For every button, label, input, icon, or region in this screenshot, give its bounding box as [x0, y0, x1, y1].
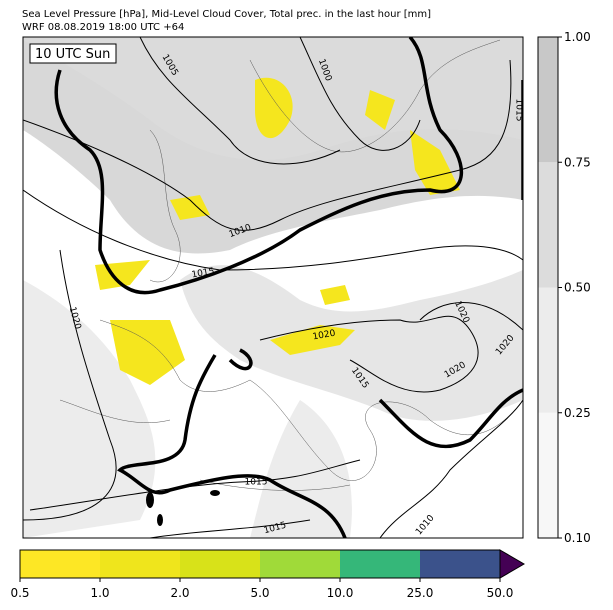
subtitle: WRF 08.08.2019 18:00 UTC +64 [22, 22, 184, 33]
contour-label: 1015 [514, 99, 524, 122]
thick-isobar-1015 [54, 37, 523, 538]
colorbar-tick-label: 25.0 [407, 586, 434, 600]
contour-label: 1015 [245, 478, 268, 488]
colorbar-segment [20, 550, 100, 578]
isobars [23, 37, 523, 538]
colorbar-segment [340, 550, 420, 578]
colorbar-segment [538, 412, 558, 538]
colorbar-segment [260, 550, 340, 578]
colorbar-tick-label: 1.0 [90, 586, 109, 600]
contour-label: 1020 [312, 329, 337, 343]
colorbar-tick-label: 2.0 [170, 586, 189, 600]
colorbar-segment [538, 287, 558, 413]
contour-label: 1015 [191, 267, 215, 281]
precipitation [95, 77, 460, 385]
colorbar-tick-label: 0.5 [10, 586, 29, 600]
colorbar-tick-label: 5.0 [250, 586, 269, 600]
colorbar-tick-label: 10.0 [327, 586, 354, 600]
map: 10 UTC Sun 1005 1000 1010 1015 1020 1020… [22, 36, 524, 539]
colorbar-tick-label: 0.10 [564, 531, 591, 545]
colorbar-extend [499, 549, 525, 579]
time-label: 10 UTC Sun [35, 47, 110, 62]
colorbar-tick-label: 50.0 [487, 586, 514, 600]
colorbar-tick-label: 0.50 [564, 281, 591, 295]
colorbar-tick-label: 0.25 [564, 406, 591, 420]
colorbar-tick-label: 1.00 [564, 30, 591, 44]
colorbar-tick-label: 0.75 [564, 155, 591, 169]
colorbar-segment [420, 550, 500, 578]
title: Sea Level Pressure [hPa], Mid-Level Clou… [22, 9, 431, 20]
colorbar-segment [538, 37, 558, 163]
colorbar-segment [538, 162, 558, 288]
colorbar-segment [180, 550, 260, 578]
colorbar-segment [100, 550, 180, 578]
